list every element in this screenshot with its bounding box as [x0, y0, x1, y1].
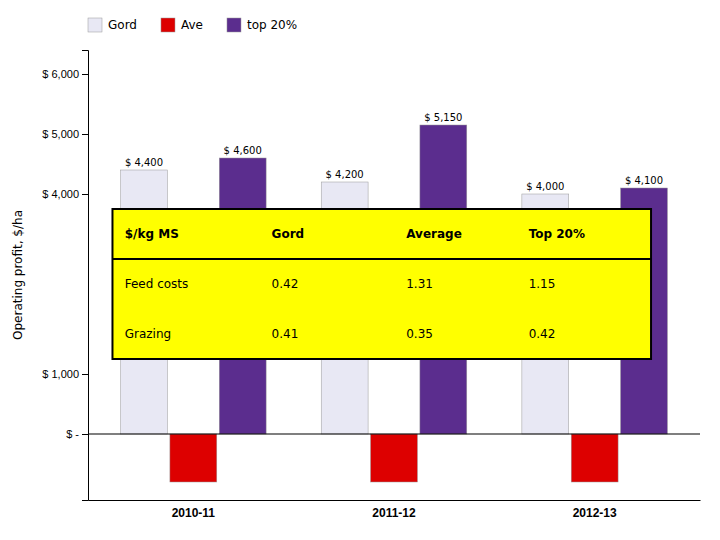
tick: $ 5,000	[42, 128, 88, 140]
legend-swatch	[227, 18, 241, 32]
bar	[571, 434, 618, 482]
table-box	[112, 209, 651, 359]
axis-title: Operating profit, $/ha	[11, 210, 25, 340]
table-cell: $/kg MS	[125, 227, 179, 241]
table-cell: Average	[406, 227, 462, 241]
legend-item: Gord	[88, 18, 137, 33]
tick-mark	[82, 74, 88, 75]
data-label: $ 4,200	[326, 169, 364, 180]
bar	[170, 434, 217, 482]
table-cell: 1.15	[529, 277, 556, 291]
legend-swatch	[161, 18, 175, 32]
legend-label: top 20%	[247, 18, 297, 32]
table-cell: 0.42	[272, 277, 299, 291]
plot: $ -$ 1,000$ 4,000$ 5,000$ 6,0002010-1120…	[42, 51, 700, 520]
data-label: $ 4,400	[125, 157, 163, 168]
table-separator	[112, 258, 651, 260]
legend-item: Ave	[161, 18, 203, 33]
table-cell: Feed costs	[125, 277, 189, 291]
tick: $ -	[66, 428, 88, 440]
tick-label: $ -	[66, 428, 79, 440]
data-label: $ 5,150	[424, 112, 462, 123]
tick-label: $ 5,000	[42, 128, 79, 140]
legend-label: Ave	[181, 18, 203, 32]
tick: $ 4,000	[42, 188, 88, 200]
table-cell: 0.35	[406, 327, 433, 341]
table: $/kg MS Gord Average Top 20% Feed costs 0.42 1…	[112, 209, 651, 359]
data-label: $ 4,000	[526, 181, 564, 192]
tick: 2012-13	[573, 500, 617, 520]
table-cell: Grazing	[125, 327, 171, 341]
tick: 2010-11	[172, 500, 216, 520]
axis-line	[82, 51, 89, 501]
tick-label: 2010-11	[172, 506, 216, 520]
tick: 2011-12	[372, 500, 416, 520]
legend: Gord Ave top 20%	[88, 18, 297, 33]
tick-label: 2011-12	[372, 506, 416, 520]
table-cell: 0.41	[272, 327, 299, 341]
data-label: $ 4,100	[625, 175, 663, 186]
legend-swatch	[88, 18, 102, 32]
tick-mark	[82, 374, 88, 375]
tick-label: $ 1,000	[42, 368, 79, 380]
table-cell: 1.31	[406, 277, 433, 291]
tick-label: $ 6,000	[42, 68, 79, 80]
bar	[371, 434, 418, 482]
tick-mark	[82, 434, 88, 435]
data-labels: $ 4,400 $ 4,200 $ 4,000 $ 4,600 $ 5,150 $ 4,1…	[125, 112, 663, 192]
legend-label: Gord	[108, 18, 137, 32]
table-cell: 0.42	[529, 327, 556, 341]
table-cell: Top 20%	[529, 227, 585, 241]
tick-label: 2012-13	[573, 506, 617, 520]
y-axis: $ - $ 1,000 $ 4,000 $ 5,000 $ 6,000	[42, 51, 88, 501]
zero-line	[88, 433, 700, 434]
data-label: $ 4,600	[224, 145, 262, 156]
tick-mark	[82, 134, 88, 135]
legend-item: top 20%	[227, 18, 297, 33]
x-axis: 2010-11 2011-12 2012-13	[89, 500, 701, 520]
tick: $ 6,000	[42, 68, 88, 80]
axis-line	[89, 500, 701, 501]
tick-mark	[82, 194, 88, 195]
tick: $ 1,000	[42, 368, 88, 380]
table-cell: Gord	[272, 227, 305, 241]
tick-label: $ 4,000	[42, 188, 79, 200]
chart: $ -$ 1,000$ 4,000$ 5,000$ 6,0002010-1120…	[0, 0, 720, 540]
